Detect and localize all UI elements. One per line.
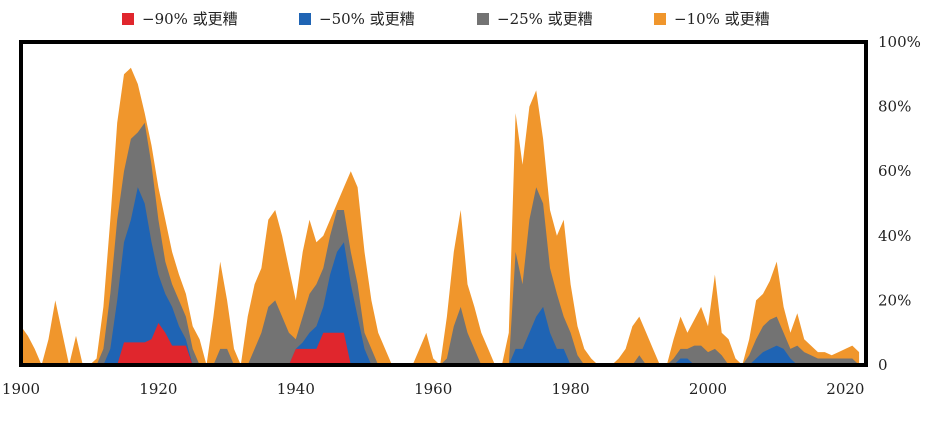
legend-label-minus50: −50% 或更糟 (319, 10, 415, 28)
area-series-2 (21, 187, 860, 365)
legend-label-minus90: −90% 或更糟 (142, 10, 238, 28)
x-tick-label: 1980 (552, 380, 590, 398)
x-tick-label: 1940 (277, 380, 315, 398)
area-series-1 (21, 122, 860, 365)
legend-swatch-minus50 (299, 12, 311, 25)
legend-label-minus25: −25% 或更糟 (497, 10, 593, 28)
y-tick-label: 60% (878, 162, 911, 180)
x-tick-label: 1960 (414, 380, 452, 398)
y-tick-label: 40% (878, 227, 911, 245)
x-tick-label: 2020 (826, 380, 864, 398)
x-axis: 1900 1920 1940 1960 1980 2000 2020 (2, 380, 865, 398)
plot-frame (19, 40, 868, 367)
legend-swatch-minus90 (122, 12, 134, 25)
area-series-group (21, 67, 860, 366)
legend-swatch-minus10 (654, 12, 666, 25)
x-tick-label: 1900 (2, 380, 40, 398)
y-tick-label: 100% (878, 33, 921, 51)
x-tick-label: 2000 (689, 380, 727, 398)
legend-item-minus90: −90% 或更糟 (122, 8, 238, 29)
legend-label-minus10: −10% 或更糟 (674, 10, 770, 28)
legend-item-minus10: −10% 或更糟 (654, 8, 770, 29)
y-tick-label: 20% (878, 291, 911, 309)
chart-legend: −90% 或更糟 −50% 或更糟 −25% 或更糟 −10% 或更糟 (0, 8, 944, 34)
legend-swatch-minus25 (477, 12, 489, 25)
y-tick-label: 80% (878, 98, 911, 116)
y-axis: 0 20% 40% 60% 80% 100% (878, 33, 921, 374)
legend-item-minus25: −25% 或更糟 (477, 8, 593, 29)
y-tick-label: 0 (878, 356, 888, 374)
legend-item-minus50: −50% 或更糟 (299, 8, 415, 29)
x-tick-label: 1920 (139, 380, 177, 398)
